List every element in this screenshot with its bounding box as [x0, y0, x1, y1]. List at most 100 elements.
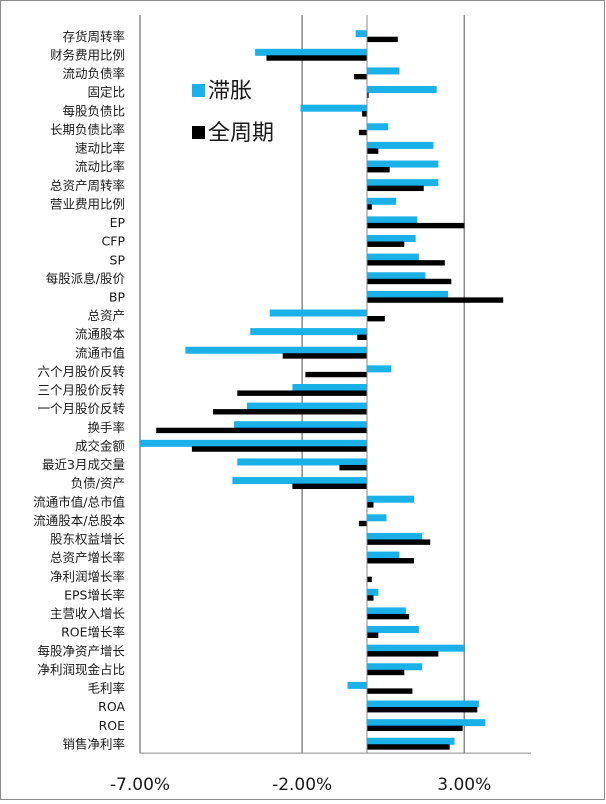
category-label: BP	[109, 289, 126, 304]
bar-full-cycle-26	[358, 520, 367, 527]
bar-stagflation-5	[367, 123, 389, 131]
bar-stagflation-22	[140, 439, 367, 447]
bar-stagflation-17	[185, 346, 367, 354]
bar-stagflation-7	[367, 160, 439, 168]
bar-full-cycle-10	[367, 222, 465, 229]
bar-full-cycle-29	[367, 576, 372, 583]
bar-full-cycle-4	[362, 111, 367, 117]
category-label: ROE	[99, 718, 126, 733]
bar-stagflation-14	[367, 290, 449, 298]
bar-stagflation-1	[255, 48, 367, 56]
category-label: 流通股本/总股本	[33, 513, 125, 528]
legend-swatch-1	[192, 126, 205, 139]
legend-swatch-0	[192, 84, 205, 97]
bar-stagflation-3	[367, 86, 437, 94]
category-label: 销售净利率	[62, 736, 125, 751]
category-label: 换手率	[87, 420, 125, 435]
bar-full-cycle-28	[367, 558, 415, 564]
bar-stagflation-36	[367, 700, 479, 708]
category-label: 每股负债比	[62, 103, 125, 118]
bar-full-cycle-7	[367, 167, 390, 173]
bar-full-cycle-15	[367, 316, 385, 322]
bar-stagflation-31	[367, 607, 406, 615]
bar-stagflation-10	[367, 216, 418, 224]
bar-stagflation-11	[367, 235, 416, 243]
bar-stagflation-12	[367, 253, 419, 261]
category-label: 总资产	[87, 308, 125, 323]
bar-full-cycle-16	[357, 334, 367, 341]
category-label: 毛利率	[87, 681, 125, 696]
bar-stagflation-18	[367, 365, 392, 373]
bar-full-cycle-37	[367, 725, 463, 732]
category-label: 每股派息/股价	[46, 271, 126, 286]
category-label: 净利润增长率	[50, 569, 125, 584]
category-label: 主营收入增长	[50, 606, 126, 621]
category-label: 每股净资产增长	[37, 643, 125, 658]
bar-full-cycle-25	[367, 502, 374, 508]
bar-full-cycle-34	[367, 669, 405, 676]
category-label: 一个月股价反转	[37, 401, 125, 416]
bar-stagflation-20	[247, 402, 367, 410]
category-label: 存货周转率	[62, 29, 125, 44]
bar-full-cycle-13	[367, 278, 452, 285]
bar-stagflation-30	[367, 588, 379, 596]
bar-stagflation-0	[355, 30, 367, 38]
bar-full-cycle-9	[367, 204, 372, 210]
category-label: SP	[110, 252, 126, 267]
category-label: 成交金额	[75, 438, 126, 453]
bar-full-cycle-12	[367, 260, 445, 266]
bar-full-cycle-14	[367, 297, 504, 303]
category-label: 总资产周转率	[50, 178, 125, 193]
bar-full-cycle-21	[156, 427, 367, 434]
axes	[140, 15, 531, 754]
bar-full-cycle-19	[237, 390, 367, 396]
bar-stagflation-2	[367, 67, 400, 75]
legend-label-1: 全周期	[208, 121, 274, 146]
bars	[140, 30, 504, 750]
bar-stagflation-4	[300, 104, 367, 112]
bar-full-cycle-33	[367, 651, 439, 657]
category-label: EP	[110, 215, 126, 230]
bar-full-cycle-22	[191, 446, 367, 452]
category-label: 三个月股价反转	[37, 383, 125, 398]
bar-full-cycle-32	[367, 632, 379, 638]
category-label: ROA	[98, 699, 125, 714]
bar-full-cycle-0	[367, 36, 398, 43]
bar-stagflation-34	[367, 663, 423, 671]
x-tick-label: 3.00%	[437, 775, 491, 795]
bar-full-cycle-30	[367, 595, 374, 601]
category-label: EPS增长率	[64, 587, 125, 602]
bar-stagflation-28	[367, 551, 400, 559]
bar-stagflation-19	[292, 383, 367, 391]
category-label: ROE增长率	[61, 625, 125, 640]
bar-full-cycle-17	[282, 353, 367, 359]
category-label: 六个月股价反转	[37, 364, 125, 379]
bar-stagflation-15	[269, 309, 367, 317]
bar-full-cycle-27	[367, 539, 431, 545]
category-label: 固定比	[87, 85, 125, 100]
category-label: 最近3月成交量	[42, 457, 125, 472]
bar-full-cycle-23	[339, 464, 367, 471]
category-label: 流通股本	[75, 327, 126, 342]
x-tick-label: -7.00%	[110, 775, 170, 795]
bar-stagflation-38	[367, 737, 455, 745]
category-label: 流动比率	[75, 159, 125, 174]
category-label: 股东权益增长	[50, 532, 126, 547]
bar-stagflation-8	[367, 179, 439, 187]
bar-full-cycle-20	[212, 409, 367, 415]
bar-full-cycle-18	[305, 371, 367, 378]
category-label: CFP	[102, 234, 126, 249]
category-labels: 存货周转率财务费用比例流动负债率固定比每股负债比长期负债比率速动比率流动比率总资…	[33, 29, 125, 752]
bar-stagflation-27	[367, 532, 423, 540]
bar-stagflation-21	[234, 421, 367, 429]
bar-full-cycle-2	[354, 73, 367, 80]
bar-full-cycle-5	[358, 129, 367, 136]
bar-stagflation-9	[367, 197, 397, 205]
legend-label-0: 滞胀	[208, 79, 252, 104]
bar-full-cycle-36	[367, 707, 478, 713]
category-label: 负债/资产	[71, 476, 125, 491]
bar-full-cycle-38	[367, 744, 450, 750]
bar-full-cycle-1	[266, 55, 367, 61]
